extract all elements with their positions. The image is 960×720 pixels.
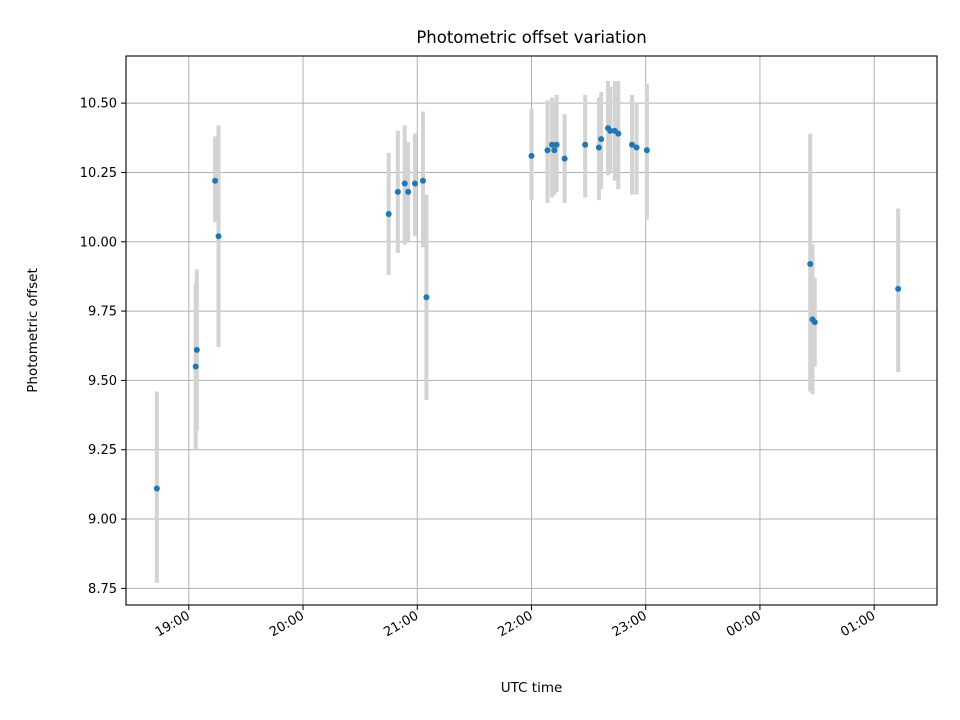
- x-axis-label: UTC time: [501, 680, 563, 696]
- data-point: [551, 147, 558, 154]
- data-point: [615, 130, 622, 137]
- data-point: [549, 141, 556, 148]
- data-point: [629, 141, 636, 148]
- x-tick-label: 20:00: [267, 608, 307, 640]
- data-point: [411, 180, 418, 187]
- tick-layer: 19:00 20:00 21:00 22:00 23:00 00:00 01:00 8.75 9…: [80, 97, 878, 641]
- x-tick-label: 19:00: [153, 608, 193, 640]
- data-point: [807, 260, 814, 267]
- data-point: [385, 211, 392, 218]
- y-tick-label: 10.00: [80, 235, 117, 250]
- data-point: [607, 127, 614, 134]
- x-tick-label: 00:00: [724, 608, 764, 640]
- data-point: [895, 285, 902, 292]
- y-tick-label: 9.25: [88, 443, 117, 458]
- data-point: [215, 233, 222, 240]
- x-tick-label: 01:00: [838, 608, 878, 640]
- y-tick-label: 9.75: [88, 305, 117, 320]
- data-point: [598, 136, 605, 143]
- data-point: [643, 147, 650, 154]
- data-point: [153, 485, 160, 492]
- data-point: [633, 144, 640, 151]
- x-tick-label: 22:00: [496, 608, 536, 640]
- y-tick-label: 9.00: [88, 513, 117, 528]
- data-point: [811, 319, 818, 326]
- y-tick-label: 8.75: [88, 582, 117, 597]
- data-point: [394, 188, 401, 195]
- data-point: [582, 141, 589, 148]
- data-point: [419, 177, 426, 184]
- x-tick-label: 23:00: [610, 608, 650, 640]
- data-point: [528, 152, 535, 159]
- data-point: [561, 155, 568, 162]
- data-point: [423, 294, 430, 301]
- y-tick-label: 10.50: [80, 97, 117, 112]
- y-axis-label: Photometric offset: [25, 268, 41, 392]
- point-layer: [153, 125, 902, 492]
- data-point: [544, 147, 551, 154]
- errorbar-layer: [154, 80, 901, 583]
- data-point: [193, 346, 200, 353]
- data-point: [401, 180, 408, 187]
- data-point: [192, 363, 199, 370]
- y-tick-label: 9.50: [88, 374, 117, 389]
- data-point: [405, 188, 412, 195]
- data-point: [212, 177, 219, 184]
- x-tick-label: 21:00: [381, 608, 421, 640]
- chart-title: Photometric offset variation: [416, 28, 646, 47]
- data-point: [595, 144, 602, 151]
- y-tick-label: 10.25: [80, 166, 117, 181]
- data-point: [553, 141, 560, 148]
